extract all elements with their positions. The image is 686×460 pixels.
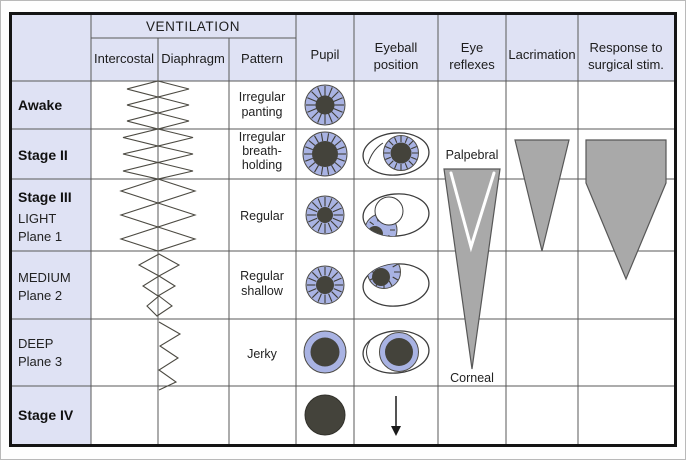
pattern-plane2-line2: shallow bbox=[241, 284, 284, 298]
header-response-line1: Response to bbox=[590, 40, 663, 55]
eyeball-icon-plane2 bbox=[362, 261, 430, 307]
pupil-icon-plane2 bbox=[305, 265, 345, 305]
header-ventilation: VENTILATION bbox=[146, 19, 240, 34]
row-label-light: LIGHT bbox=[18, 211, 56, 226]
header-pattern: Pattern bbox=[241, 51, 283, 66]
ventilation-trace-plane2 bbox=[137, 253, 181, 317]
table-body-bg bbox=[12, 15, 674, 444]
pattern-awake-line2: panting bbox=[241, 105, 282, 119]
ventilation-trace-plane3 bbox=[158, 321, 182, 391]
eyeball-arrow-stage4 bbox=[391, 396, 401, 436]
header-eyeball-line2: position bbox=[374, 57, 419, 72]
header-response-line2: surgical stim. bbox=[588, 57, 664, 72]
pattern-awake-line1: Irregular bbox=[239, 90, 286, 104]
pupil-icon-stage4 bbox=[304, 394, 346, 436]
header-band-bg bbox=[12, 15, 674, 81]
pupil-icon-awake bbox=[304, 84, 346, 126]
pupil-icon-plane3 bbox=[303, 330, 347, 374]
lacrimation-triangle bbox=[514, 139, 570, 252]
header-intercostal: Intercostal bbox=[94, 51, 154, 66]
pattern-plane3: Jerky bbox=[247, 347, 278, 361]
row-label-plane3: Plane 3 bbox=[18, 354, 62, 369]
pattern-plane2-line1: Regular bbox=[240, 269, 284, 283]
row-label-awake: Awake bbox=[18, 97, 62, 113]
header-lacrimation: Lacrimation bbox=[508, 47, 575, 62]
table-grid bbox=[12, 15, 674, 444]
table-frame bbox=[9, 12, 677, 447]
pupil-icon-stage2 bbox=[302, 131, 348, 177]
corneal-reflex-triangle bbox=[443, 168, 501, 370]
row-label-deep: DEEP bbox=[18, 336, 53, 351]
row-label-column-bg bbox=[12, 15, 91, 444]
row-label-plane2: Plane 2 bbox=[18, 288, 62, 303]
row-label-stage2: Stage II bbox=[18, 147, 68, 163]
pattern-stage2-line1: Irregular bbox=[239, 130, 286, 144]
ventilation-trace-plane1 bbox=[119, 178, 197, 252]
surgical-response-shape bbox=[585, 139, 667, 281]
row-label-plane1: Plane 1 bbox=[18, 229, 62, 244]
pattern-stage2-line3: holding bbox=[242, 158, 282, 172]
row-label-stage4: Stage IV bbox=[18, 407, 74, 423]
header-eyeball-line1: Eyeball bbox=[375, 40, 418, 55]
row-label-stage3: Stage III bbox=[18, 189, 72, 205]
header-diaphragm: Diaphragm bbox=[161, 51, 225, 66]
label-corneal: Corneal bbox=[450, 371, 494, 385]
eyeball-icon-stage2 bbox=[362, 132, 430, 176]
pattern-stage2-line2: breath- bbox=[242, 144, 282, 158]
header-pupil: Pupil bbox=[311, 47, 340, 62]
label-palpebral: Palpebral bbox=[446, 148, 499, 162]
eyeball-icon-plane3 bbox=[362, 330, 430, 374]
header-reflexes-line1: Eye bbox=[461, 40, 483, 55]
pattern-plane1: Regular bbox=[240, 209, 284, 223]
header-reflexes-line2: reflexes bbox=[449, 57, 495, 72]
palpebral-reflex-triangle bbox=[449, 171, 496, 253]
pupil-icon-plane1 bbox=[305, 195, 345, 235]
row-label-medium: MEDIUM bbox=[18, 270, 71, 285]
